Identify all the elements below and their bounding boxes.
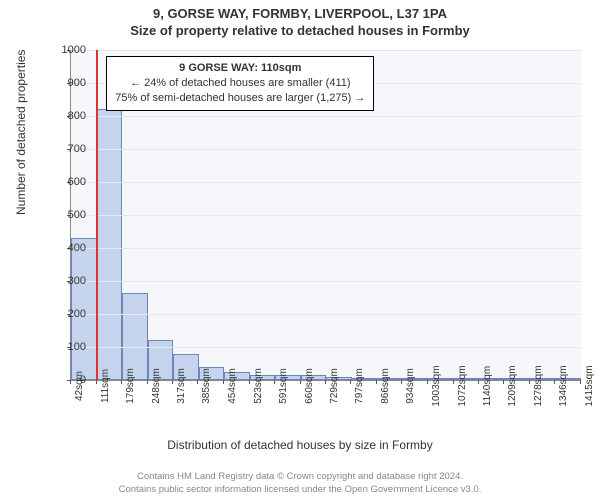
- x-tick-label: 179sqm: [125, 368, 136, 404]
- footer-line-2: Contains public sector information licen…: [119, 484, 482, 495]
- info-box: 9 GORSE WAY: 110sqm ← 24% of detached ho…: [106, 56, 374, 111]
- x-tick-label: 729sqm: [329, 368, 340, 404]
- subtitle-line: Size of property relative to detached ho…: [0, 23, 600, 40]
- y-tick-label: 100: [46, 341, 86, 353]
- x-tick-label: 866sqm: [380, 368, 391, 404]
- y-tick-label: 500: [46, 209, 86, 221]
- address-line: 9, GORSE WAY, FORMBY, LIVERPOOL, L37 1PA: [0, 6, 600, 23]
- x-tick-label: 248sqm: [151, 368, 162, 404]
- y-tick-label: 900: [46, 77, 86, 89]
- info-box-smaller: ← 24% of detached houses are smaller (41…: [130, 77, 351, 89]
- x-tick-label: 385sqm: [201, 368, 212, 404]
- y-tick-label: 400: [46, 242, 86, 254]
- histogram-bar: [122, 293, 148, 380]
- info-box-title: 9 GORSE WAY: 110sqm: [179, 62, 301, 74]
- y-tick-label: 200: [46, 308, 86, 320]
- plot-area: 9 GORSE WAY: 110sqm ← 24% of detached ho…: [70, 50, 581, 381]
- x-tick-label: 523sqm: [253, 368, 264, 404]
- x-tick-label: 1415sqm: [584, 365, 595, 406]
- y-tick-label: 300: [46, 275, 86, 287]
- x-tick-label: 317sqm: [176, 368, 187, 404]
- y-tick-label: 600: [46, 176, 86, 188]
- info-box-larger: 75% of semi-detached houses are larger (…: [115, 92, 365, 104]
- x-tick-label: 591sqm: [278, 368, 289, 404]
- x-tick-label: 1346sqm: [558, 365, 569, 406]
- x-tick-label: 1140sqm: [482, 366, 493, 406]
- x-tick-label: 1278sqm: [533, 365, 544, 406]
- footer: Contains HM Land Registry data © Crown c…: [0, 471, 600, 496]
- property-marker-line: [96, 50, 98, 380]
- x-tick-label: 454sqm: [227, 368, 238, 404]
- x-tick-label: 1003sqm: [431, 365, 442, 406]
- y-tick-label: 800: [46, 110, 86, 122]
- x-tick-label: 797sqm: [354, 368, 365, 404]
- x-axis-label: Distribution of detached houses by size …: [0, 438, 600, 452]
- x-tick-label: 660sqm: [304, 368, 315, 404]
- footer-line-1: Contains HM Land Registry data © Crown c…: [137, 471, 463, 482]
- y-axis-label: Number of detached properties: [14, 50, 28, 215]
- x-tick-label: 934sqm: [405, 368, 416, 404]
- x-tick-label: 1072sqm: [457, 365, 468, 406]
- y-tick-label: 0: [46, 374, 86, 386]
- chart: 9 GORSE WAY: 110sqm ← 24% of detached ho…: [70, 50, 580, 420]
- y-tick-label: 1000: [46, 44, 86, 56]
- header: 9, GORSE WAY, FORMBY, LIVERPOOL, L37 1PA…: [0, 0, 600, 40]
- x-tick-label: 111sqm: [100, 369, 111, 403]
- y-tick-label: 700: [46, 143, 86, 155]
- x-tick-label: 1209sqm: [507, 365, 518, 406]
